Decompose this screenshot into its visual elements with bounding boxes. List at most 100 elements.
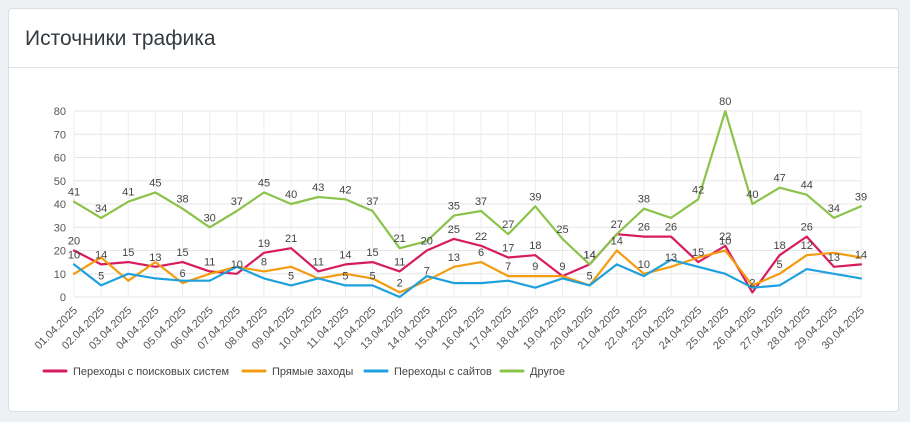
data-label: 40	[285, 189, 297, 201]
data-label: 21	[285, 233, 297, 245]
data-label: 15	[366, 247, 378, 259]
data-label: 35	[448, 201, 460, 213]
data-label: 14	[611, 236, 623, 248]
data-label: 43	[312, 182, 324, 194]
data-label: 10	[638, 259, 650, 271]
data-label: 10	[68, 249, 80, 261]
data-label: 22	[475, 231, 487, 243]
legend-label: Другое	[530, 366, 565, 378]
data-label: 7	[505, 261, 511, 273]
data-label: 38	[176, 194, 188, 206]
y-tick-label: 30	[54, 222, 66, 234]
y-tick-label: 80	[54, 106, 66, 118]
data-label: 5	[342, 270, 348, 282]
data-label: 15	[122, 247, 134, 259]
data-label: 38	[638, 194, 650, 206]
data-label: 26	[665, 222, 677, 234]
y-tick-label: 10	[54, 269, 66, 281]
data-label: 11	[394, 256, 405, 268]
series-line-4	[72, 109, 863, 266]
chart-grid	[73, 110, 862, 298]
y-tick-label: 20	[54, 246, 66, 258]
legend-label: Прямые заходы	[272, 366, 353, 378]
data-label: 11	[204, 256, 215, 268]
data-label: 12	[801, 240, 813, 252]
data-label: 41	[68, 187, 80, 199]
data-label: 10	[719, 236, 731, 248]
legend-item-1[interactable]: Переходы с поисковых систем	[42, 366, 229, 378]
data-label: 18	[773, 240, 785, 252]
legend-item-3[interactable]: Переходы с сайтов	[363, 366, 492, 378]
data-label: 22	[719, 231, 731, 243]
y-tick-label: 60	[54, 153, 66, 165]
data-label: 27	[611, 219, 623, 231]
data-label: 9	[532, 261, 538, 273]
data-label: 5	[587, 270, 593, 282]
data-label: 14	[339, 249, 351, 261]
data-label: 39	[529, 191, 541, 203]
data-label: 80	[719, 96, 731, 108]
data-label: 25	[556, 224, 568, 236]
data-label: 25	[448, 224, 460, 236]
data-label: 17	[502, 242, 514, 254]
panel-title: Источники трафика	[25, 27, 216, 50]
data-label: 34	[95, 203, 107, 215]
data-label: 20	[421, 236, 433, 248]
data-label: 37	[366, 196, 378, 208]
data-label: 2	[397, 277, 403, 289]
data-label: 8	[261, 256, 267, 268]
data-label: 5	[777, 259, 783, 271]
data-label: 20	[68, 236, 80, 248]
data-label: 13	[828, 252, 840, 264]
data-label: 37	[475, 196, 487, 208]
data-label: 5	[369, 270, 375, 282]
data-label: 44	[801, 180, 813, 192]
data-label: 6	[478, 247, 484, 259]
legend-item-4[interactable]: Другое	[499, 366, 565, 378]
data-label: 13	[665, 252, 677, 264]
data-label: 45	[149, 177, 161, 189]
y-tick-label: 70	[54, 129, 66, 141]
data-label: 7	[424, 266, 430, 278]
data-label: 18	[529, 240, 541, 252]
panel-header: Источники трафика	[9, 9, 898, 68]
data-label: 5	[98, 270, 104, 282]
data-label: 40	[746, 189, 758, 201]
y-tick-label: 50	[54, 176, 66, 188]
legend-label: Переходы с поисковых систем	[73, 366, 229, 378]
data-label: 14	[583, 249, 595, 261]
y-tick-label: 0	[60, 292, 66, 304]
data-label: 26	[801, 222, 813, 234]
data-label: 26	[638, 222, 650, 234]
data-label: 15	[692, 247, 704, 259]
data-label: 27	[502, 219, 514, 231]
data-label: 45	[258, 177, 270, 189]
data-label: 13	[149, 252, 161, 264]
data-label: 19	[258, 238, 270, 250]
data-label: 6	[179, 268, 185, 280]
series-line-1	[72, 233, 863, 294]
data-label: 9	[559, 261, 565, 273]
data-label: 15	[176, 247, 188, 259]
data-label: 14	[95, 249, 107, 261]
data-label: 14	[855, 249, 867, 261]
data-label: 10	[231, 259, 243, 271]
series-line-3	[72, 258, 863, 299]
series-line-2	[72, 249, 863, 294]
chart-legend[interactable]: Переходы с поисковых систем Прямые заходы…	[42, 366, 565, 378]
y-tick-label: 40	[54, 199, 66, 211]
data-label: 30	[204, 212, 216, 224]
data-label: 21	[394, 233, 406, 245]
data-label: 34	[828, 203, 840, 215]
legend-label: Переходы с сайтов	[394, 366, 492, 378]
data-label: 42	[339, 184, 351, 196]
data-label: 13	[448, 252, 460, 264]
chart-series	[72, 109, 863, 299]
data-label: 41	[122, 187, 134, 199]
legend-item-2[interactable]: Прямые заходы	[241, 366, 353, 378]
data-label: 11	[313, 256, 324, 268]
data-label: 47	[773, 173, 785, 185]
data-label: 39	[855, 191, 867, 203]
